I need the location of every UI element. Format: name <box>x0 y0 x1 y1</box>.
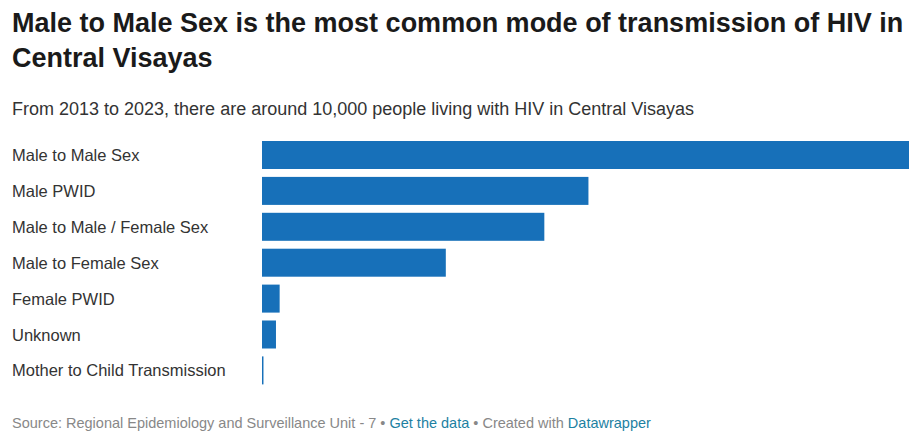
category-label: Male PWID <box>12 182 96 200</box>
footer: Source: Regional Epidemiology and Survei… <box>12 415 651 431</box>
bar <box>262 285 280 313</box>
bar <box>262 177 588 205</box>
bar <box>262 213 544 241</box>
bar <box>262 141 909 169</box>
bars <box>262 141 909 384</box>
bar <box>262 321 276 349</box>
bar <box>262 356 263 384</box>
source: Source: Regional Epidemiology and Survei… <box>12 415 376 431</box>
category-label: Male to Male Sex <box>12 146 140 164</box>
separator: • <box>473 415 478 431</box>
credit-prefix: Created with <box>482 415 563 431</box>
chart-subtitle: From 2013 to 2023, there are around 10,0… <box>12 99 694 120</box>
category-label: Female PWID <box>12 290 115 308</box>
credit-link[interactable]: Datawrapper <box>568 415 651 431</box>
category-labels: Male to Male Sex Male PWID Male to Male / … <box>12 146 226 379</box>
bar <box>262 249 446 277</box>
separator: • <box>380 415 385 431</box>
category-label: Unknown <box>12 326 81 344</box>
category-label: Male to Male / Female Sex <box>12 218 209 236</box>
data-link[interactable]: Get the data <box>389 415 469 431</box>
category-label: Mother to Child Transmission <box>12 361 226 379</box>
chart-title: Male to Male Sex is the most common mode… <box>12 6 912 76</box>
category-label: Male to Female Sex <box>12 254 159 272</box>
chart-area: Male to Male Sex Male PWID Male to Male / … <box>0 0 922 441</box>
